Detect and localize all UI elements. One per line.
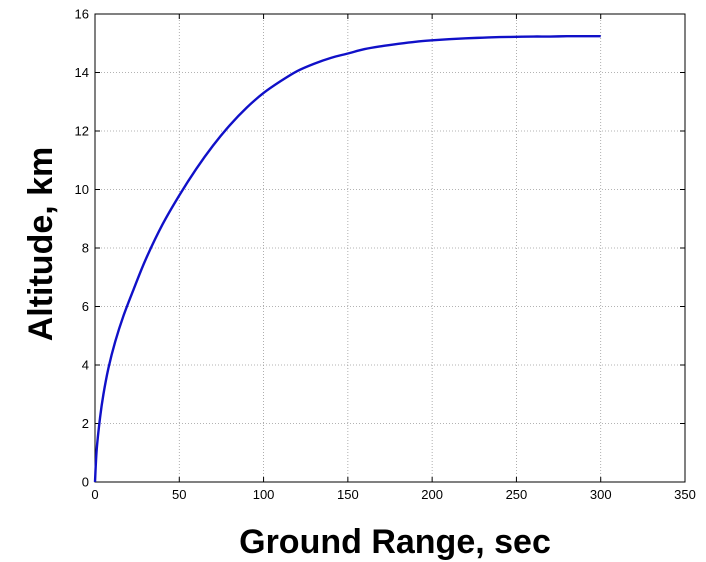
y-tick-label: 0 — [82, 475, 89, 490]
altitude-series-line — [93, 35, 601, 483]
y-tick-label: 14 — [75, 65, 89, 80]
x-tick-label: 250 — [506, 487, 528, 502]
x-axis-title: Ground Range, sec — [239, 523, 551, 561]
y-axis-title: Altitude, km — [22, 147, 60, 342]
y-tick-label: 10 — [75, 182, 89, 197]
x-tick-label: 350 — [674, 487, 696, 502]
grid-lines — [95, 14, 685, 482]
y-tick-label: 4 — [82, 358, 89, 373]
y-tick-label: 2 — [82, 416, 89, 431]
y-tick-label: 8 — [82, 241, 89, 256]
y-tick-label: 12 — [75, 124, 89, 139]
series-group — [93, 35, 601, 483]
x-tick-label: 0 — [91, 487, 98, 502]
x-tick-label: 100 — [253, 487, 275, 502]
y-tick-label: 16 — [75, 7, 89, 22]
x-tick-label: 200 — [421, 487, 443, 502]
y-tick-label: 6 — [82, 299, 89, 314]
x-tick-label: 300 — [590, 487, 612, 502]
x-tick-label: 150 — [337, 487, 359, 502]
x-tick-label: 50 — [172, 487, 186, 502]
axis-ticks: 0 50 100 150 200 250 300 350 0 2 4 6 8 10 12 14 16 — [75, 7, 696, 503]
